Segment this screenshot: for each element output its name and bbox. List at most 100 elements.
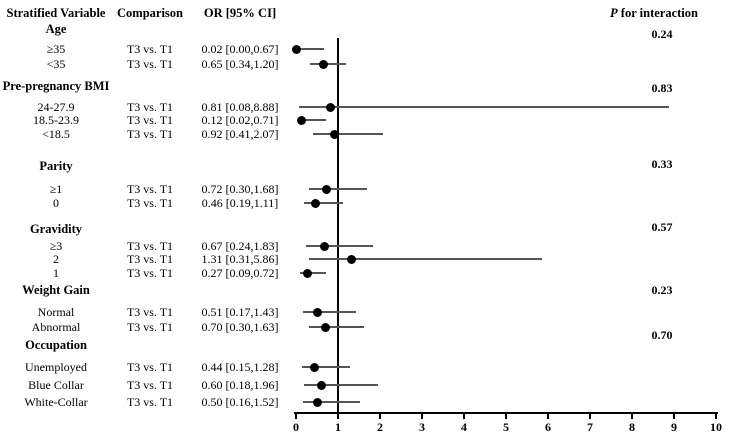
or-dot (310, 198, 320, 208)
ci-line (303, 384, 379, 386)
group-label: Pre-pregnancy BMI (2, 78, 110, 93)
row-comparison: T3 vs. T1 (126, 100, 174, 114)
ci-line (306, 245, 373, 247)
row-or-ci-text: 0.50 [0.16,1.52] (201, 395, 279, 409)
ci-line (308, 326, 365, 328)
row-or-ci-text: 0.02 [0.00,0.67] (201, 42, 279, 56)
row-label: ≥3 (49, 239, 63, 253)
p-value: 0.24 (651, 27, 673, 41)
or-dot (302, 268, 312, 278)
x-axis-tick (295, 414, 297, 419)
or-dot (316, 380, 326, 390)
or-dot (292, 44, 302, 54)
x-axis-tick (715, 414, 717, 419)
x-axis-tick (589, 414, 591, 419)
ci-line (299, 106, 669, 108)
row-or-ci-text: 0.65 [0.34,1.20] (201, 57, 279, 71)
row-comparison: T3 vs. T1 (126, 182, 174, 196)
ci-line (313, 133, 383, 135)
p-value: 0.23 (651, 283, 673, 297)
x-axis-tick-label: 7 (587, 420, 593, 434)
row-label: Blue Collar (28, 378, 84, 392)
row-label: 18.5-23.9 (33, 113, 79, 127)
group-label: Occupation (25, 337, 87, 352)
row-label: 0 (53, 196, 59, 210)
row-comparison: T3 vs. T1 (126, 266, 174, 280)
row-label: 1 (53, 266, 59, 280)
p-header-rest: for interaction (620, 5, 698, 20)
row-comparison: T3 vs. T1 (126, 360, 174, 374)
ci-line (309, 258, 543, 260)
ci-line (308, 188, 367, 190)
or-dot (312, 307, 322, 317)
x-axis-tick (631, 414, 633, 419)
x-axis-tick-label: 9 (671, 420, 677, 434)
row-comparison: T3 vs. T1 (126, 196, 174, 210)
row-comparison: T3 vs. T1 (126, 320, 174, 334)
row-label: Abnormal (31, 320, 81, 334)
or-dot (318, 59, 328, 69)
group-label: Gravidity (29, 221, 83, 236)
x-axis-line (294, 412, 718, 414)
row-or-ci-text: 0.27 [0.09,0.72] (201, 266, 279, 280)
row-comparison: T3 vs. T1 (126, 42, 174, 56)
row-label: Normal (37, 305, 75, 319)
row-label: ≥1 (49, 182, 63, 196)
row-comparison: T3 vs. T1 (126, 305, 174, 319)
or-dot (321, 184, 331, 194)
group-label: Age (45, 21, 67, 36)
row-comparison: T3 vs. T1 (126, 113, 174, 127)
row-or-ci-text: 0.51 [0.17,1.43] (201, 305, 279, 319)
x-axis-tick (421, 414, 423, 419)
row-or-ci-text: 0.46 [0.19,1.11] (201, 196, 279, 210)
row-or-ci-text: 0.44 [0.15,1.28] (201, 360, 279, 374)
p-value: 0.33 (651, 157, 673, 171)
row-comparison: T3 vs. T1 (126, 239, 174, 253)
row-or-ci-text: 1.31 [0.31,5.86] (201, 252, 279, 266)
row-or-ci-text: 0.92 [0.41,2.07] (201, 127, 279, 141)
column-header-comparison: Comparison (117, 5, 183, 20)
ci-line (303, 202, 343, 204)
row-or-ci-text: 0.12 [0.02,0.71] (201, 113, 279, 127)
row-label: 24-27.9 (37, 100, 75, 114)
reference-line (337, 38, 339, 414)
or-dot (312, 397, 322, 407)
row-or-ci-text: 0.81 [0.08,8.88] (201, 100, 279, 114)
row-label: <35 (46, 57, 66, 71)
ci-line (310, 63, 347, 65)
x-axis-tick (547, 414, 549, 419)
column-header-or-ci: OR [95% CI] (203, 5, 277, 20)
p-symbol: P (610, 5, 618, 20)
row-label: 2 (53, 252, 59, 266)
x-axis-tick-label: 10 (710, 420, 722, 434)
ci-line (299, 272, 327, 274)
or-dot (325, 102, 335, 112)
or-dot (296, 115, 306, 125)
group-label: Weight Gain (22, 282, 90, 297)
row-label: White-Collar (24, 395, 88, 409)
x-axis-tick-label: 0 (293, 420, 299, 434)
x-axis-tick (505, 414, 507, 419)
or-dot (346, 254, 356, 264)
row-comparison: T3 vs. T1 (126, 378, 174, 392)
row-or-ci-text: 0.67 [0.24,1.83] (201, 239, 279, 253)
row-or-ci-text: 0.70 [0.30,1.63] (201, 320, 279, 334)
or-dot (320, 322, 330, 332)
x-axis-tick (673, 414, 675, 419)
x-axis-tick-label: 3 (419, 420, 425, 434)
row-label: ≥35 (46, 42, 66, 56)
x-axis-tick-label: 6 (545, 420, 551, 434)
x-axis-tick-label: 2 (377, 420, 383, 434)
group-label: Parity (39, 158, 73, 173)
row-or-ci-text: 0.60 [0.18,1.96] (201, 378, 279, 392)
row-comparison: T3 vs. T1 (126, 127, 174, 141)
column-header-stratified-variable: Stratified Variable (6, 5, 106, 20)
p-value: 0.57 (651, 220, 673, 234)
x-axis-tick (463, 414, 465, 419)
ci-line (303, 311, 357, 313)
or-dot (330, 129, 340, 139)
row-comparison: T3 vs. T1 (126, 57, 174, 71)
or-dot (319, 241, 329, 251)
row-comparison: T3 vs. T1 (126, 395, 174, 409)
